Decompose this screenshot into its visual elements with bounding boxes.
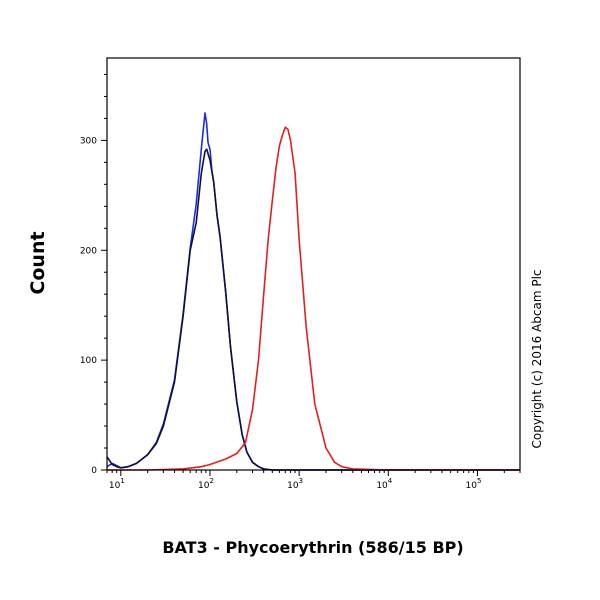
y-tick-label: 100 xyxy=(80,356,97,366)
y-axis: 0 100 200 300 xyxy=(80,73,107,476)
histogram-series-2 xyxy=(106,148,520,471)
y-axis-title: Count xyxy=(27,231,49,294)
x-tick-label: 104 xyxy=(376,477,392,491)
series-layer xyxy=(106,112,520,471)
x-axis-title: BAT3 - Phycoerythrin (586/15 BP) xyxy=(162,538,463,557)
y-tick-label: 200 xyxy=(80,246,97,256)
copyright-notice: Copyright (c) 2016 Abcam Plc xyxy=(530,269,544,448)
y-tick-label: 0 xyxy=(91,466,97,476)
x-tick-label: 105 xyxy=(465,477,481,491)
x-axis: 101 102 103 104 105 xyxy=(106,470,521,491)
x-tick-label: 102 xyxy=(198,477,214,491)
plot-frame xyxy=(106,57,521,471)
x-tick-label: 101 xyxy=(109,477,125,491)
x-tick-label: 103 xyxy=(287,477,303,491)
histogram-series-3 xyxy=(107,126,520,471)
y-tick-label: 300 xyxy=(80,136,97,146)
